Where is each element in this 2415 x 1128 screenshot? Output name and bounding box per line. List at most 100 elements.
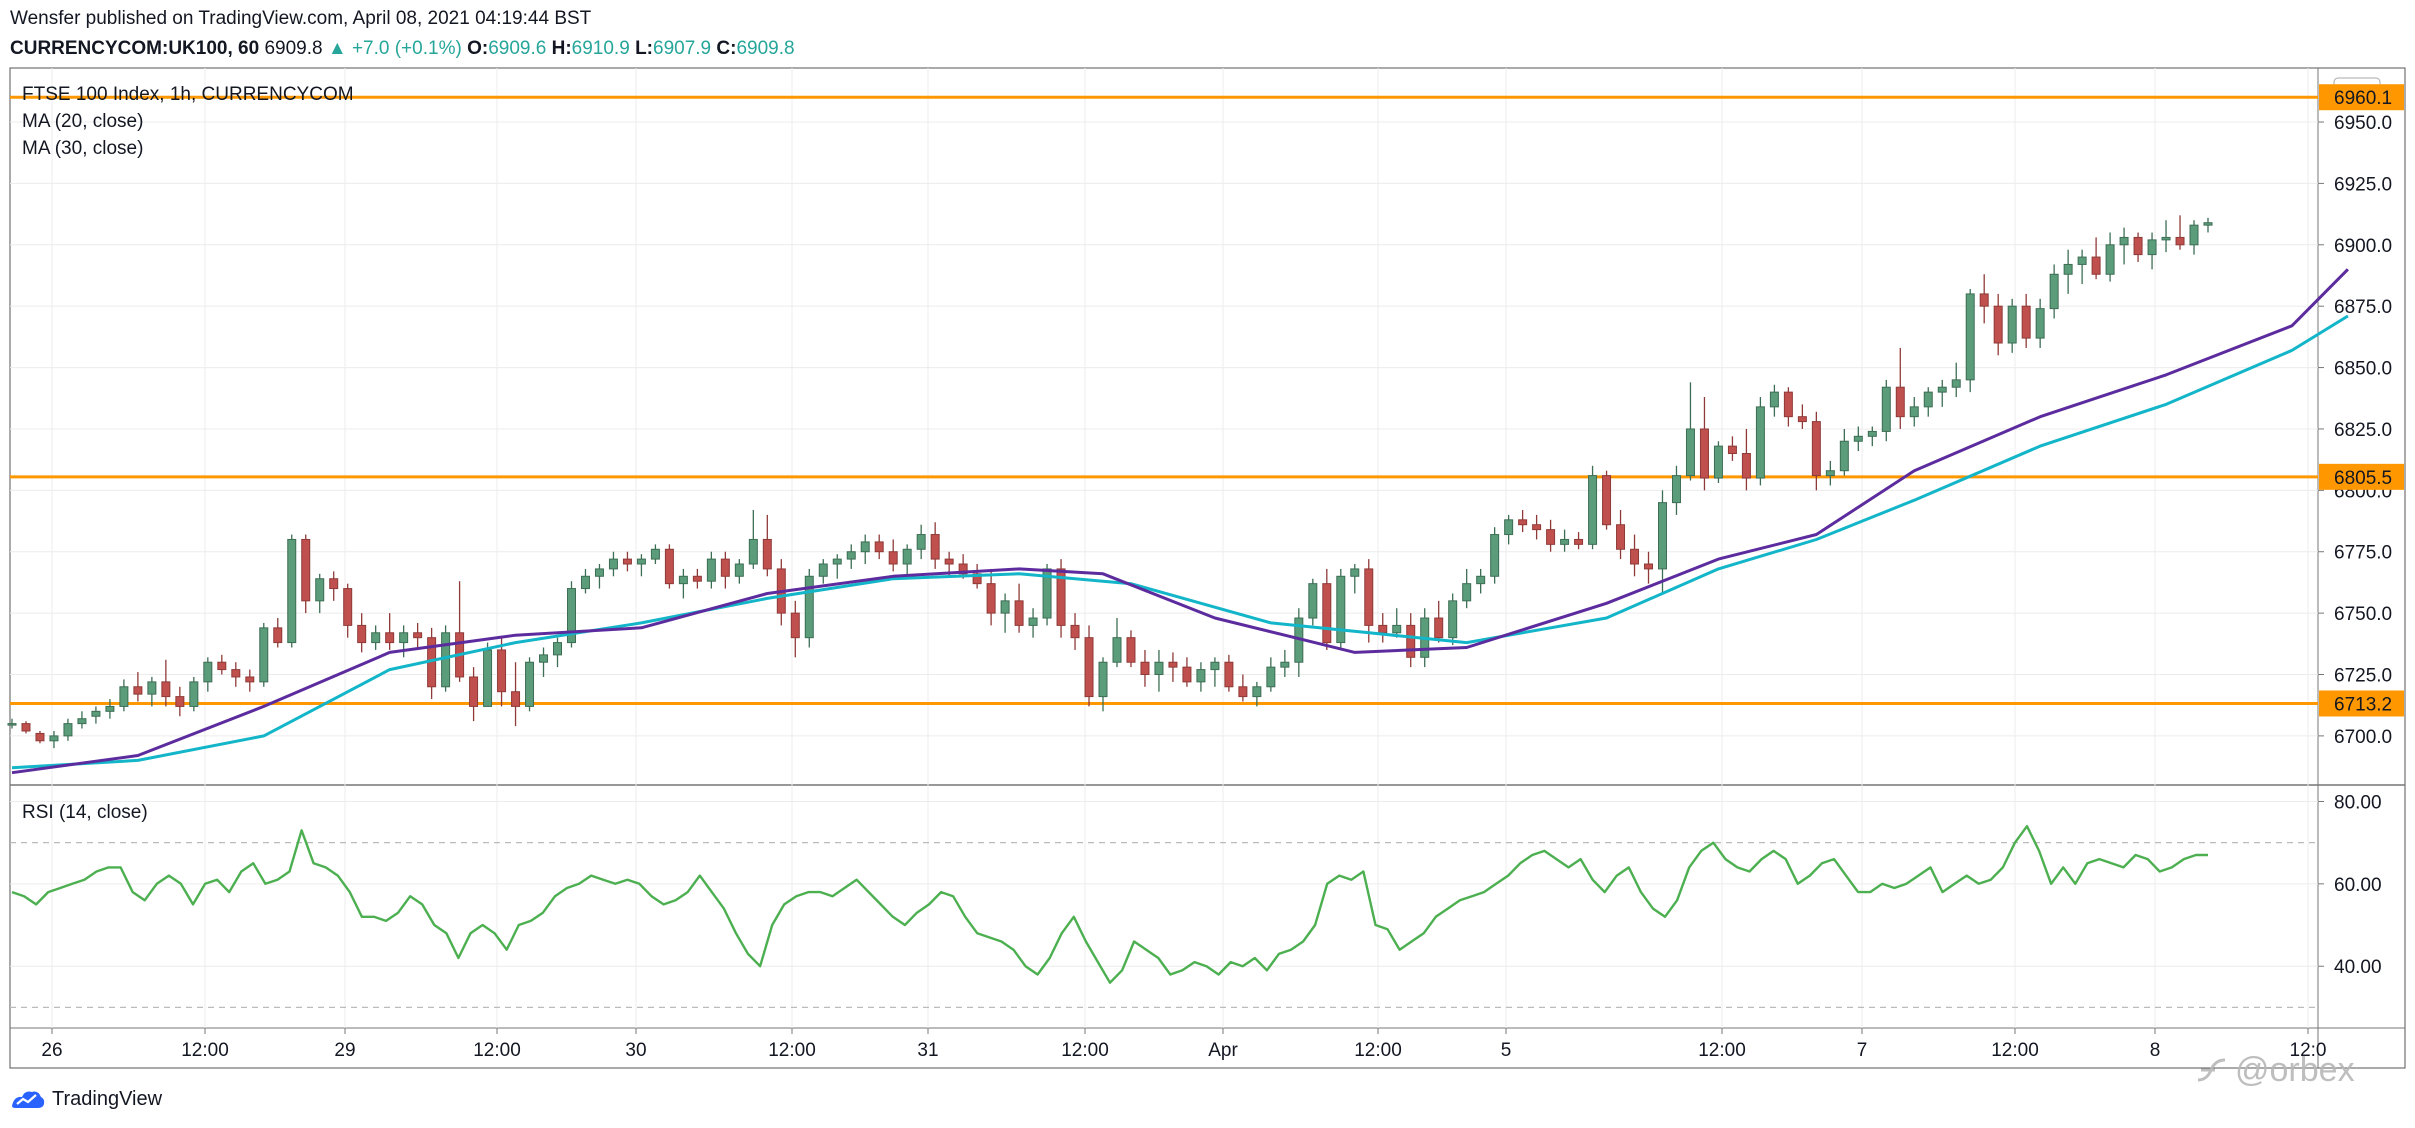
candle-body xyxy=(748,538,758,565)
symbol-label: CURRENCYCOM:UK100, 60 xyxy=(10,38,260,59)
candle-body xyxy=(231,669,241,678)
candle-body xyxy=(259,627,269,683)
price-tick-label: 6750.0 xyxy=(2334,604,2392,625)
candle-body xyxy=(1476,575,1486,585)
candle-body xyxy=(1713,445,1723,479)
candle-body xyxy=(1028,617,1038,626)
x-tick-label: 12:0 xyxy=(2290,1040,2327,1061)
candle-body xyxy=(1154,661,1164,676)
level-price-label: 6713.2 xyxy=(2334,694,2392,715)
ma30-line xyxy=(11,314,2349,770)
x-tick-label: 12:00 xyxy=(1061,1040,1109,1061)
candle-body xyxy=(2063,263,2073,275)
x-tick-label: 12:00 xyxy=(768,1040,816,1061)
candle-body xyxy=(1462,583,1472,602)
candle-body xyxy=(972,573,982,585)
candle-body xyxy=(1140,661,1150,676)
candle-body xyxy=(1196,669,1206,683)
candle-body xyxy=(2049,273,2059,310)
candle-body xyxy=(1616,524,1626,550)
candle-body xyxy=(21,723,31,732)
rsi-title: RSI (14, close) xyxy=(22,802,148,823)
candle-body xyxy=(1518,519,1528,526)
candle-body xyxy=(91,710,101,717)
candle-body xyxy=(329,578,339,590)
price-tick-label: 6700.0 xyxy=(2334,727,2392,748)
candle-body xyxy=(832,558,842,565)
candle-body xyxy=(2007,305,2017,344)
orbex-watermark: @orbex xyxy=(2195,1050,2355,1090)
x-tick-label: 12:00 xyxy=(1354,1040,1402,1061)
candle-body xyxy=(525,661,535,707)
rsi-tick-label: 40.00 xyxy=(2334,957,2382,978)
open-value: 6909.6 xyxy=(488,38,547,59)
candle-body xyxy=(1098,661,1108,698)
candle-body xyxy=(1448,600,1458,639)
candle-body xyxy=(1378,624,1388,634)
legend-ma20: MA (20, close) xyxy=(22,111,143,132)
candle-body xyxy=(888,551,898,565)
candle-body xyxy=(301,538,311,602)
candle-body xyxy=(1797,416,1807,423)
candle-body xyxy=(636,558,646,565)
candle-body xyxy=(1574,538,1584,545)
candle-body xyxy=(1322,583,1332,644)
candle-body xyxy=(2203,222,2213,226)
candle-body xyxy=(622,558,632,565)
x-tick-label: 12:00 xyxy=(1698,1040,1746,1061)
ma20-line xyxy=(11,268,2349,775)
x-tick-label: 31 xyxy=(917,1040,938,1061)
candle-body xyxy=(497,649,507,693)
candle-body xyxy=(203,661,213,683)
candle-body xyxy=(1588,475,1598,545)
candle-body xyxy=(1993,305,2003,344)
high-value: 6910.9 xyxy=(571,38,630,59)
candle-body xyxy=(608,558,618,570)
candle-body xyxy=(1867,430,1877,437)
candle-body xyxy=(2161,236,2171,241)
candle-body xyxy=(1252,686,1262,698)
candle-body xyxy=(511,691,521,707)
candle-body xyxy=(1042,568,1052,619)
candle-body xyxy=(1238,686,1248,698)
candle-body xyxy=(762,538,772,570)
candle-body xyxy=(7,723,17,726)
candle-body xyxy=(245,676,255,683)
candle-body xyxy=(1070,624,1080,639)
candle-body xyxy=(1979,293,1989,307)
price-tick-label: 6850.0 xyxy=(2334,359,2392,380)
price-tick-label: 6875.0 xyxy=(2334,297,2392,318)
candle-body xyxy=(1699,428,1709,479)
candle-body xyxy=(1532,524,1542,531)
candle-body xyxy=(1951,379,1961,388)
candle-body xyxy=(734,563,744,577)
candle-body xyxy=(1741,453,1751,479)
candle-body xyxy=(1644,563,1654,570)
tradingview-name: TradingView xyxy=(52,1087,163,1110)
price-change: ▲ +7.0 (+0.1%) xyxy=(327,38,462,59)
candle-body xyxy=(483,649,493,707)
candle-body xyxy=(1937,386,1947,393)
level-price-tag xyxy=(2319,690,2404,717)
price-tick-label: 6775.0 xyxy=(2334,543,2392,564)
candle-body xyxy=(1210,661,1220,671)
x-tick-label: Apr xyxy=(1208,1040,1238,1061)
open-label: O: xyxy=(467,38,489,59)
candle-body xyxy=(273,627,283,644)
candle-body xyxy=(2175,236,2185,246)
candle-body xyxy=(1811,421,1821,477)
candle-body xyxy=(1783,391,1793,418)
candle-body xyxy=(553,642,563,656)
candle-body xyxy=(469,676,479,707)
candle-body xyxy=(2189,224,2199,246)
price-tick-label: 6825.0 xyxy=(2334,420,2392,441)
candle-body xyxy=(413,632,423,639)
candle-body xyxy=(1056,568,1066,626)
candle-body xyxy=(49,735,59,742)
candle-body xyxy=(161,681,171,698)
candle-body xyxy=(1671,475,1681,504)
orbex-logo-icon xyxy=(2197,1058,2226,1082)
x-tick-label: 29 xyxy=(334,1040,355,1061)
candle-body xyxy=(2133,236,2143,256)
